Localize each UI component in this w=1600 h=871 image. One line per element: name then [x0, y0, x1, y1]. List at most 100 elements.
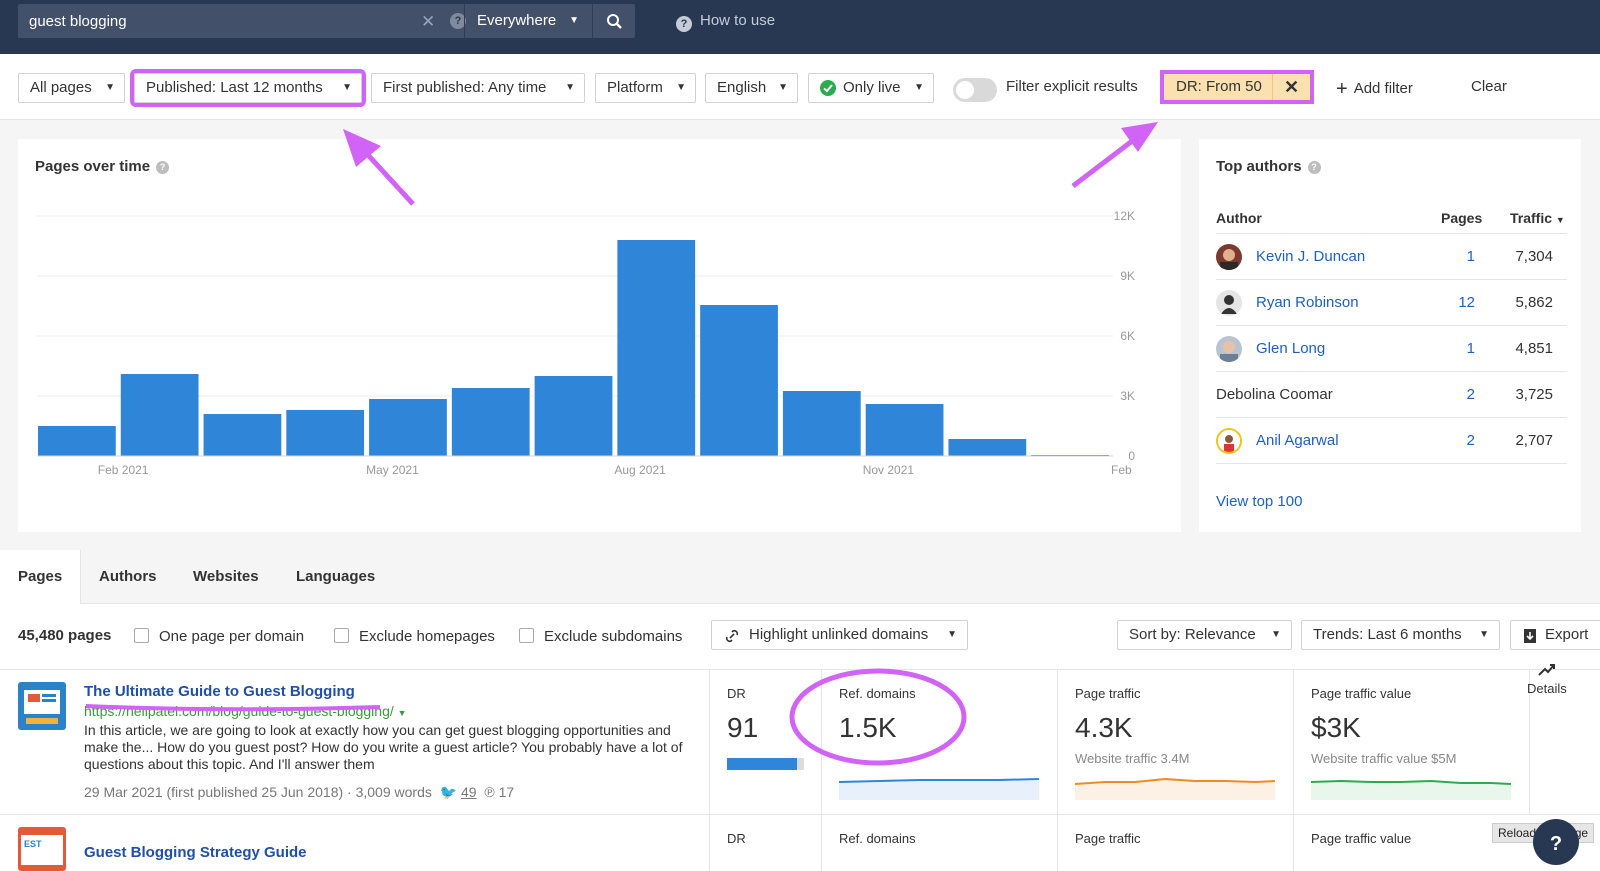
first-published-filter[interactable]: First published: Any time ▼: [371, 73, 585, 103]
pages-column-header[interactable]: Pages: [1441, 210, 1483, 226]
author-name-link[interactable]: Glen Long: [1256, 340, 1326, 357]
only-live-filter[interactable]: Only live ▼: [808, 73, 934, 103]
export-button[interactable]: Export: [1510, 620, 1600, 650]
result-title-link[interactable]: The Ultimate Guide to Guest Blogging: [84, 683, 355, 700]
one-page-per-domain-checkbox[interactable]: One page per domain: [134, 628, 304, 645]
author-name-link[interactable]: Anil Agarwal: [1256, 432, 1339, 449]
only-live-label: Only live: [843, 79, 901, 96]
page-traffic-value[interactable]: 4.3K: [1075, 712, 1133, 743]
dr-metric: DR: [709, 815, 821, 871]
exclude-subdomains-checkbox[interactable]: Exclude subdomains: [519, 628, 682, 645]
tab-websites[interactable]: Websites: [193, 568, 259, 585]
author-pages-link[interactable]: 12: [1458, 294, 1475, 311]
checkbox-box: [334, 628, 349, 643]
author-pages-link[interactable]: 1: [1466, 248, 1475, 265]
help-fab[interactable]: ?: [1533, 819, 1579, 865]
help-icon[interactable]: ?: [450, 13, 466, 29]
author-pages-link[interactable]: 1: [1466, 340, 1475, 357]
highlight-label: Highlight unlinked domains: [749, 626, 929, 643]
result-thumbnail[interactable]: [18, 682, 66, 730]
chart-bar[interactable]: [948, 439, 1027, 456]
export-label: Export: [1545, 626, 1589, 643]
chart-bar[interactable]: [38, 426, 116, 456]
explicit-toggle[interactable]: [953, 78, 997, 102]
result-date-words: 29 Mar 2021 (first published 25 Jun 2018…: [84, 784, 432, 800]
details-button[interactable]: Details: [1527, 662, 1567, 696]
chevron-down-icon: ▼: [1271, 629, 1281, 640]
traffic-header-label: Traffic: [1510, 210, 1553, 226]
checkbox-box: [134, 628, 149, 643]
chart-bar[interactable]: [369, 399, 447, 456]
author-column-header: Author: [1216, 210, 1262, 226]
dr-filter[interactable]: DR: From 50 ✕: [1160, 70, 1314, 104]
result-thumbnail[interactable]: EST: [18, 827, 66, 871]
language-filter[interactable]: English ▼: [705, 73, 798, 103]
chart-bar[interactable]: [286, 410, 365, 456]
chart-bar[interactable]: [120, 374, 199, 456]
clear-search-icon[interactable]: ✕: [421, 12, 436, 31]
add-filter-button[interactable]: + Add filter: [1336, 78, 1413, 101]
chart-bar[interactable]: [203, 414, 282, 456]
tab-authors[interactable]: Authors: [99, 568, 157, 585]
chevron-down-icon[interactable]: ▼: [397, 708, 407, 718]
ref-domains-metric: Ref. domains: [821, 815, 1057, 871]
traffic-column-header[interactable]: Traffic ▼: [1510, 210, 1565, 226]
checkbox-label: One page per domain: [159, 628, 305, 645]
how-to-use-link[interactable]: ? How to use: [676, 12, 775, 32]
search-button[interactable]: [592, 4, 635, 38]
author-name-link[interactable]: Ryan Robinson: [1256, 294, 1359, 311]
results-tabs: Pages Authors Websites Languages: [0, 550, 1600, 605]
ref-domains-value[interactable]: 1.5K: [839, 712, 897, 743]
all-pages-filter[interactable]: All pages ▼: [18, 73, 125, 103]
chart-bar[interactable]: [865, 404, 944, 456]
author-pages-link[interactable]: 2: [1466, 432, 1475, 449]
author-avatar: [1216, 290, 1242, 316]
highlight-unlinked-button[interactable]: Highlight unlinked domains ▼: [711, 620, 968, 650]
dr-bar-fill: [727, 758, 798, 770]
author-name-link[interactable]: Kevin J. Duncan: [1256, 248, 1366, 265]
author-traffic: 2,707: [1515, 432, 1553, 449]
chart-bar[interactable]: [451, 388, 530, 456]
scope-label: Everywhere: [477, 12, 557, 29]
clear-button[interactable]: Clear: [1471, 78, 1507, 95]
chart-bar[interactable]: [617, 240, 696, 456]
dr-label: DR: [727, 831, 746, 846]
chart-bar[interactable]: [700, 305, 778, 456]
trends-label: Trends: Last 6 months: [1313, 626, 1462, 643]
remove-filter-icon[interactable]: ✕: [1272, 74, 1310, 100]
tab-pages[interactable]: Pages: [0, 550, 82, 605]
author-name: Debolina Coomar: [1216, 386, 1333, 403]
author-row: Ryan Robinson 12 5,862: [1216, 279, 1567, 326]
download-icon: [1524, 629, 1536, 643]
scope-dropdown[interactable]: Everywhere ▼: [464, 4, 591, 38]
published-filter[interactable]: Published: Last 12 months ▼: [130, 69, 366, 107]
author-traffic: 3,725: [1515, 386, 1553, 403]
language-label: English: [717, 79, 767, 96]
chart-bar[interactable]: [782, 391, 861, 456]
platform-filter[interactable]: Platform ▼: [595, 73, 696, 103]
chevron-down-icon: ▼: [676, 82, 686, 93]
result-url: https://neilpatel.com/blog/guide-to-gues…: [84, 703, 394, 719]
top-authors-title: Top authors?: [1216, 158, 1321, 175]
author-avatar: [1216, 336, 1242, 362]
view-top-100-link[interactable]: View top 100: [1216, 493, 1303, 510]
trend-icon: [1538, 664, 1555, 676]
tab-languages[interactable]: Languages: [296, 568, 376, 585]
tweet-count[interactable]: 49: [460, 784, 477, 800]
dr-bar: [727, 758, 804, 770]
result-url-link[interactable]: https://neilpatel.com/blog/guide-to-gues…: [84, 703, 407, 719]
author-row: Glen Long 1 4,851: [1216, 325, 1567, 372]
help-icon[interactable]: ?: [156, 161, 170, 174]
details-column: [1529, 670, 1600, 815]
chart-bar[interactable]: [534, 376, 613, 456]
exclude-homepages-checkbox[interactable]: Exclude homepages: [334, 628, 495, 645]
help-icon[interactable]: ?: [1307, 161, 1321, 174]
author-pages-link[interactable]: 2: [1466, 386, 1475, 403]
sort-dropdown[interactable]: Sort by: Relevance ▼: [1117, 620, 1292, 650]
search-input[interactable]: [18, 4, 464, 38]
website-traffic-value: Website traffic value $5M: [1311, 751, 1457, 766]
result-title-link[interactable]: Guest Blogging Strategy Guide: [84, 844, 307, 861]
trends-dropdown[interactable]: Trends: Last 6 months ▼: [1301, 620, 1500, 650]
chevron-down-icon: ▼: [342, 82, 352, 93]
traffic-value-metric: Page traffic value $3K Website traffic v…: [1293, 670, 1529, 815]
